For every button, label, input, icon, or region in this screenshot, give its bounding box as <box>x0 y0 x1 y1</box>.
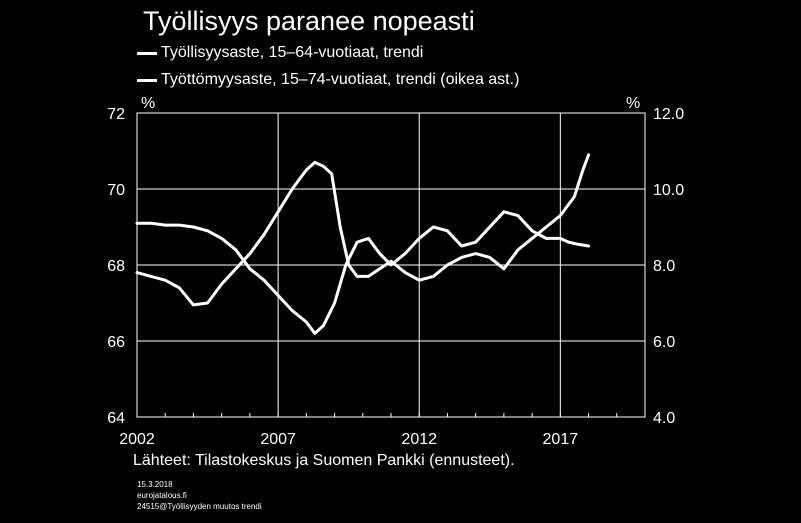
grid-layer <box>136 113 646 417</box>
left-axis-unit: % <box>141 95 156 112</box>
y-right-tick-label: 6.0 <box>653 334 675 351</box>
source-note: Lähteet: Tilastokeskus ja Suomen Pankki … <box>133 452 515 469</box>
legend-label-employment: Työllisyysaste, 15–64-vuotiaat, trendi <box>161 44 424 61</box>
footer-date: 15.3.2018 <box>137 480 173 489</box>
x-tick-label: 2002 <box>119 431 155 448</box>
footer-site: eurojatalous.fi <box>137 491 187 500</box>
y-right-tick-label: 12.0 <box>653 106 684 123</box>
y-left-tick-label: 66 <box>107 334 125 351</box>
y-right-tick-label: 4.0 <box>653 410 675 427</box>
legend-item-unemployment: Työttömyysaste, 15–74-vuotiaat, trendi (… <box>137 70 519 90</box>
tick-labels: 64 66 68 70 72 4.0 6.0 8.0 10.0 12.0 2002 2007 2012 2… <box>107 106 684 448</box>
x-tick-label: 2012 <box>401 431 437 448</box>
legend-item-employment: Työllisyysaste, 15–64-vuotiaat, trendi <box>137 43 423 63</box>
chart-title: Työllisyys paranee nopeasti <box>143 6 475 36</box>
x-tick-label: 2017 <box>543 431 579 448</box>
footer-file: 24515@Työllisyyden muutos trendi <box>137 502 262 511</box>
legend-swatch-unemployment <box>137 78 157 82</box>
y-left-tick-label: 68 <box>107 258 125 275</box>
y-right-tick-label: 8.0 <box>653 258 675 275</box>
y-left-tick-label: 70 <box>107 182 125 199</box>
legend-swatch-employment <box>137 51 157 55</box>
x-tick-label: 2007 <box>260 431 296 448</box>
series-line-employment-rate <box>135 153 591 307</box>
series-line-unemployment-rate <box>135 210 591 335</box>
right-axis-unit: % <box>626 95 641 112</box>
y-left-tick-label: 72 <box>107 106 125 123</box>
y-left-tick-label: 64 <box>107 410 125 427</box>
y-right-tick-label: 10.0 <box>653 182 684 199</box>
legend-label-unemployment: Työttömyysaste, 15–74-vuotiaat, trendi (… <box>161 71 520 88</box>
series-layer <box>135 153 591 335</box>
